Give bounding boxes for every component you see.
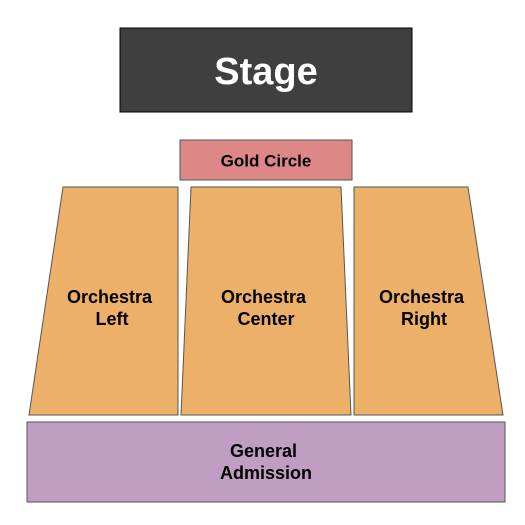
seating-chart: Stage Gold Circle Orchestra Left Orchest… bbox=[0, 0, 525, 525]
stage-label: Stage bbox=[214, 51, 317, 93]
seating-svg: Stage Gold Circle Orchestra Left Orchest… bbox=[0, 0, 525, 525]
gold-circle-label: Gold Circle bbox=[221, 151, 312, 170]
